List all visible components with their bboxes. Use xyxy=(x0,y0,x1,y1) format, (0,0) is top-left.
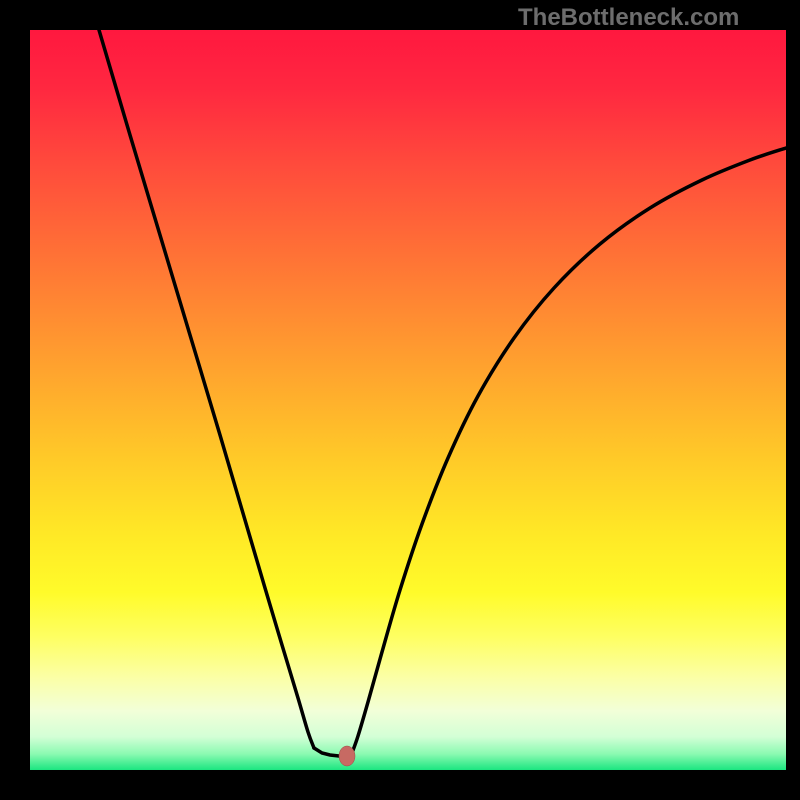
watermark-text: TheBottleneck.com xyxy=(518,4,739,32)
curve-layer xyxy=(30,30,786,770)
plot-area xyxy=(30,30,786,770)
optimum-marker xyxy=(339,746,355,766)
curve-right-branch xyxy=(352,148,786,753)
curve-left-branch xyxy=(99,30,314,748)
